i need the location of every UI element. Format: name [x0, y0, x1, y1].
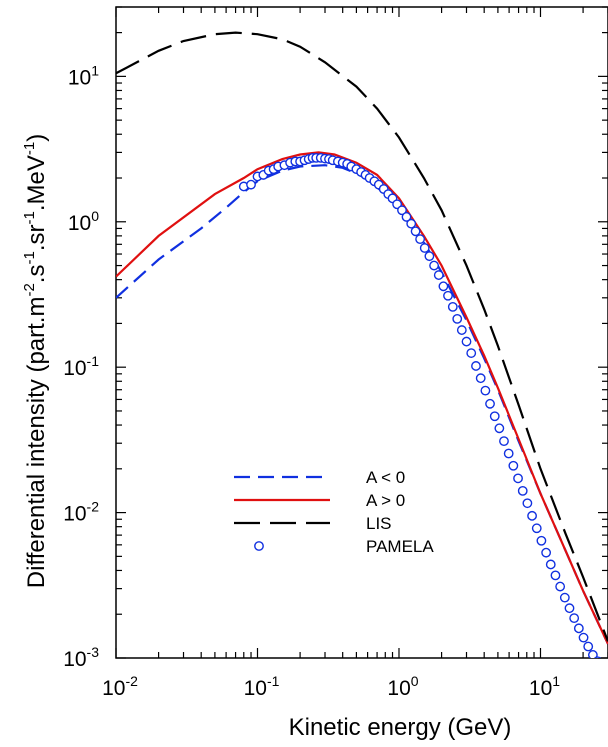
pamela-data-point [569, 613, 580, 624]
x-tick-label: 10-2 [102, 673, 138, 700]
pamela-data-point [471, 361, 481, 371]
y-tick-label: 10-1 [63, 353, 99, 380]
pamela-data-point [508, 460, 519, 471]
y-tick-label: 101 [68, 62, 99, 89]
series-pamela-markers [238, 153, 608, 674]
pamela-data-point [517, 485, 528, 496]
pamela-data-point [513, 473, 523, 484]
pamela-data-point [541, 547, 552, 558]
legend-swatch-marker [254, 541, 264, 551]
pamela-data-point [401, 212, 412, 222]
axis-ticks [115, 6, 608, 659]
pamela-data-point [603, 666, 608, 674]
pamela-data-point [466, 348, 477, 358]
y-tick-label: 10-3 [63, 644, 99, 671]
pamela-data-point [494, 423, 505, 434]
pamela-data-point [415, 234, 426, 245]
legend: A < 0 A > 0 LIS PAMELA [234, 468, 434, 556]
pamela-data-point [536, 535, 547, 546]
pamela-data-point [429, 260, 439, 271]
pamela-data-point [555, 581, 566, 592]
pamela-data-point [433, 270, 444, 280]
series-line-lis [116, 31, 608, 642]
pamela-data-point [406, 218, 417, 229]
pamela-data-point [527, 510, 537, 521]
pamela-data-point [452, 313, 463, 324]
pamela-data-point [598, 662, 606, 670]
pamela-data-point [559, 592, 570, 603]
pamela-data-point [461, 336, 472, 347]
pamela-data-point [485, 398, 495, 409]
pamela-data-point [578, 632, 589, 643]
pamela-data-point [593, 656, 602, 658]
pamela-data-point [456, 325, 467, 335]
legend-label: PAMELA [366, 537, 434, 556]
x-tick-label: 101 [529, 673, 560, 700]
pamela-data-point [503, 448, 514, 459]
pamela-data-point [475, 373, 486, 384]
pamela-data-point [397, 205, 407, 216]
plot-frame [115, 6, 608, 659]
pamela-data-point [531, 523, 542, 534]
x-tick-label: 10-1 [244, 673, 280, 700]
legend-label: A < 0 [366, 468, 405, 487]
y-axis-title: Differential intensity (part.m-2.s-1.sr-… [21, 134, 50, 588]
pamela-data-point [424, 251, 435, 262]
pamela-data-point [545, 559, 556, 570]
pamela-data-point [246, 179, 256, 190]
legend-label: LIS [366, 514, 392, 533]
x-axis-title: Kinetic energy (GeV) [289, 714, 512, 741]
series-line-a-negative [116, 164, 608, 645]
pamela-data-point [522, 498, 533, 509]
y-tick-label: 100 [68, 208, 99, 235]
pamela-data-point [419, 243, 430, 253]
pamela-data-point [443, 290, 453, 301]
pamela-data-point [550, 570, 561, 581]
pamela-data-point [438, 281, 449, 292]
pamela-data-point [410, 226, 421, 237]
pamela-data-point [564, 603, 575, 614]
x-tick-label: 100 [387, 673, 418, 700]
pamela-data-point [573, 623, 584, 634]
series-line-a-positive [116, 151, 608, 645]
pamela-data-point [480, 385, 491, 396]
legend-label: A > 0 [366, 491, 405, 510]
y-tick-label: 10-2 [63, 499, 99, 526]
pamela-data-point [583, 641, 594, 652]
pamela-data-point [489, 411, 500, 422]
pamela-data-point [499, 436, 509, 447]
series-layer [116, 31, 608, 674]
pamela-data-point [587, 650, 598, 658]
pamela-data-point [447, 301, 458, 312]
